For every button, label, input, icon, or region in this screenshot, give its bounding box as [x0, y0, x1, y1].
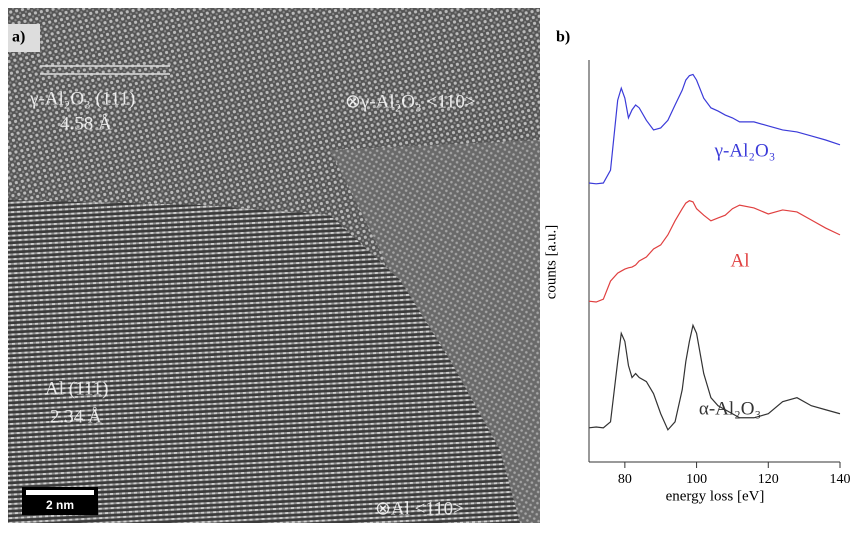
annotation: 2.34 Å	[50, 406, 102, 427]
scale-bar-label: 2 nm	[46, 498, 74, 512]
x-tick-label: 100	[686, 472, 707, 487]
x-tick-label: 140	[830, 472, 851, 487]
tem-image: a) γ-Al₂O₃ (111) 4.58 Å ⊗γ-Al₂O₃ <110> A…	[8, 8, 540, 523]
annotation: ⊗γ-Al₂O₃ <110>	[345, 91, 476, 112]
series-label: γ-Al₂O₃	[714, 140, 776, 161]
series-line	[588, 323, 841, 431]
annotation: 4.58 Å	[60, 113, 112, 134]
panel-label-box	[8, 24, 40, 52]
y-axis-label: counts [a.u.]	[543, 225, 559, 300]
annotation: Al (111)	[45, 378, 109, 399]
panel-label: b)	[556, 29, 570, 46]
panel-label: a)	[12, 29, 25, 46]
annotation: ⊗Al <110>	[375, 498, 464, 519]
series-line	[588, 200, 841, 303]
x-tick-label: 80	[618, 472, 632, 487]
annotation: γ-Al₂O₃ (111)	[29, 88, 135, 109]
series-line	[588, 73, 841, 185]
x-tick-label: 120	[758, 472, 779, 487]
series-label: α-Al₂O₃	[699, 398, 761, 419]
series-label: Al	[731, 250, 750, 271]
scale-bar	[26, 490, 94, 495]
x-axis-label: energy loss [eV]	[666, 488, 765, 504]
lattice-amorphous	[330, 140, 540, 523]
lattice-al	[8, 200, 520, 523]
